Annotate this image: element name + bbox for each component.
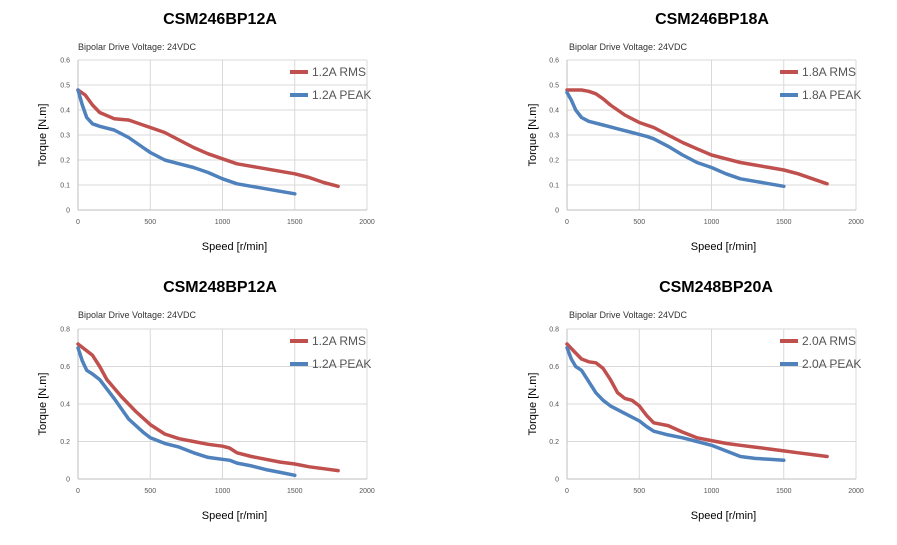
legend-label: 1.2A RMS xyxy=(312,65,366,79)
y-tick-label: 0.6 xyxy=(549,58,559,65)
x-tick-label: 0 xyxy=(76,488,80,495)
y-tick-label: 0.1 xyxy=(60,183,70,190)
series-line-rms xyxy=(76,342,340,473)
y-tick-label: 0.2 xyxy=(549,158,559,165)
y-axis-label: Torque [N.m] xyxy=(527,373,539,436)
y-axis-label: Torque [N.m] xyxy=(37,104,49,167)
x-tick-label: 2000 xyxy=(359,219,375,226)
y-tick-label: 0 xyxy=(66,208,70,215)
chart-subtitle: Bipolar Drive Voltage: 24VDC xyxy=(569,310,688,320)
x-tick-label: 500 xyxy=(633,488,645,495)
x-tick-label: 1500 xyxy=(287,219,303,226)
y-tick-label: 0.3 xyxy=(549,133,559,140)
x-tick-label: 500 xyxy=(633,219,645,226)
y-tick-label: 0 xyxy=(555,208,559,215)
x-tick-label: 0 xyxy=(76,219,80,226)
x-tick-label: 0 xyxy=(565,219,569,226)
x-tick-label: 1000 xyxy=(704,219,720,226)
chart-title: CSM248BP20A xyxy=(659,279,773,296)
legend-label: 1.2A RMS xyxy=(312,334,366,348)
y-tick-label: 0.6 xyxy=(549,364,559,371)
x-tick-label: 1000 xyxy=(704,488,720,495)
x-tick-label: 2000 xyxy=(359,488,375,495)
x-tick-label: 1000 xyxy=(215,219,231,226)
chart-subtitle: Bipolar Drive Voltage: 24VDC xyxy=(78,310,197,320)
y-tick-label: 0.1 xyxy=(549,183,559,190)
legend-label: 1.8A PEAK xyxy=(802,88,861,102)
x-tick-label: 500 xyxy=(144,219,156,226)
x-axis-label: Speed [r/min] xyxy=(202,510,267,522)
y-tick-label: 0.2 xyxy=(549,439,559,446)
y-tick-label: 0.6 xyxy=(60,58,70,65)
x-tick-label: 1000 xyxy=(215,488,231,495)
series-line-peak xyxy=(565,90,786,189)
x-tick-label: 2000 xyxy=(848,488,864,495)
legend-label: 2.0A PEAK xyxy=(802,357,861,371)
y-tick-label: 0.5 xyxy=(549,83,559,90)
y-tick-label: 0.4 xyxy=(60,402,70,409)
x-tick-label: 0 xyxy=(565,488,569,495)
series-line-peak xyxy=(76,346,297,478)
x-axis-label: Speed [r/min] xyxy=(691,510,756,522)
legend-label: 1.2A PEAK xyxy=(312,357,371,371)
y-tick-label: 0.5 xyxy=(60,83,70,90)
y-tick-label: 0.8 xyxy=(549,327,559,334)
y-tick-label: 0.6 xyxy=(60,364,70,371)
legend-label: 2.0A RMS xyxy=(802,334,856,348)
x-tick-label: 1500 xyxy=(776,488,792,495)
x-tick-label: 1500 xyxy=(776,219,792,226)
y-axis-label: Torque [N.m] xyxy=(37,373,49,436)
y-tick-label: 0.4 xyxy=(549,108,559,115)
series-line-peak xyxy=(565,346,786,463)
chart-title: CSM248BP12A xyxy=(163,279,277,296)
y-axis-label: Torque [N.m] xyxy=(527,104,539,167)
chart-subtitle: Bipolar Drive Voltage: 24VDC xyxy=(78,42,197,52)
x-tick-label: 500 xyxy=(144,488,156,495)
y-tick-label: 0.3 xyxy=(60,133,70,140)
series-line-rms xyxy=(76,88,340,189)
series-line-peak xyxy=(76,88,297,196)
y-tick-label: 0 xyxy=(66,477,70,484)
y-tick-label: 0.8 xyxy=(60,327,70,334)
x-tick-label: 1500 xyxy=(287,488,303,495)
chart-subtitle: Bipolar Drive Voltage: 24VDC xyxy=(569,42,688,52)
y-tick-label: 0 xyxy=(555,477,559,484)
chart-title: CSM246BP18A xyxy=(655,11,769,28)
series-line-rms xyxy=(565,88,829,186)
y-tick-label: 0.4 xyxy=(60,108,70,115)
legend-label: 1.2A PEAK xyxy=(312,88,371,102)
x-tick-label: 2000 xyxy=(848,219,864,226)
series-line-rms xyxy=(565,342,829,459)
y-tick-label: 0.2 xyxy=(60,158,70,165)
y-tick-label: 0.4 xyxy=(549,402,559,409)
x-axis-label: Speed [r/min] xyxy=(691,241,756,253)
chart-title: CSM246BP12A xyxy=(163,11,277,28)
legend-label: 1.8A RMS xyxy=(802,65,856,79)
x-axis-label: Speed [r/min] xyxy=(202,241,267,253)
y-tick-label: 0.2 xyxy=(60,439,70,446)
